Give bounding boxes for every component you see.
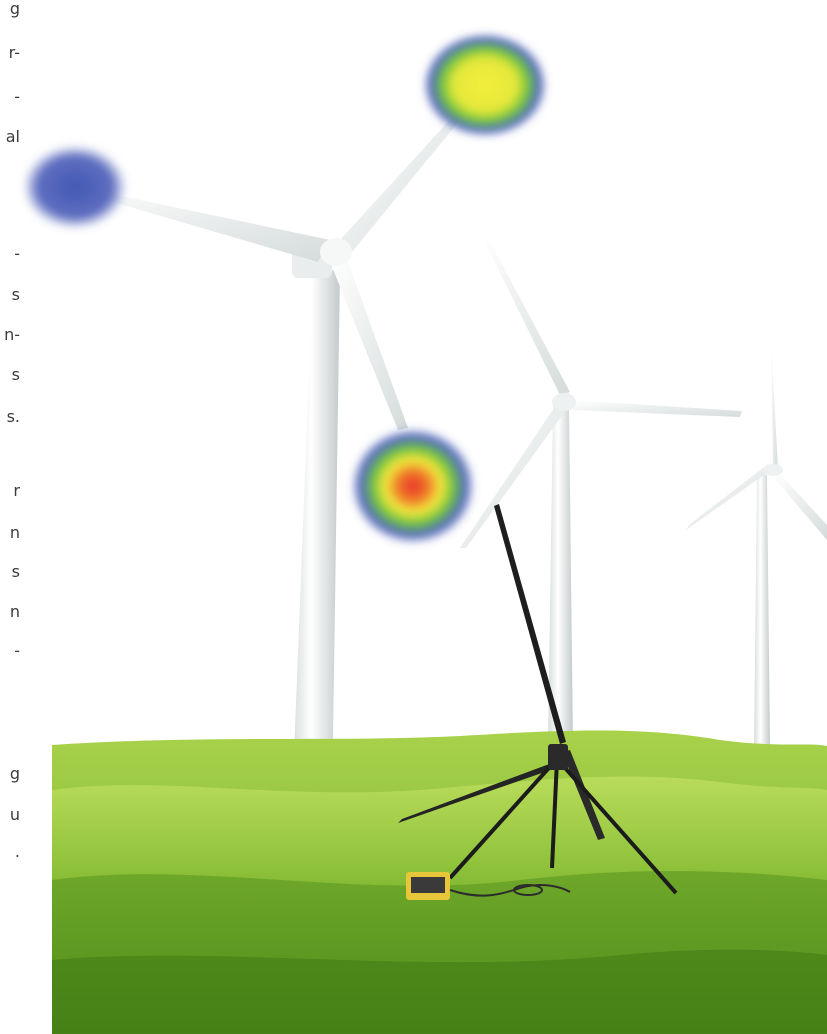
wind-turbine-icon [460, 236, 742, 745]
grass-field [52, 730, 827, 1034]
text-fragment: - [14, 244, 20, 263]
text-fragment: n [9, 523, 20, 542]
text-fragment: r- [8, 43, 20, 62]
text-fragment: g [9, 764, 20, 783]
text-fragment: - [14, 87, 20, 106]
text-fragment: - [14, 641, 20, 660]
heat-spot-left-blade-tip [23, 145, 127, 229]
text-fragment: s [11, 285, 20, 304]
text-fragment: s. [6, 407, 20, 426]
text-fragment: r [13, 481, 20, 500]
heat-spot-lower-blade [351, 428, 475, 544]
text-fragment: g [9, 0, 20, 18]
tripod-icon [448, 744, 678, 895]
text-fragment: s [11, 562, 20, 581]
data-recorder-icon [406, 872, 571, 900]
text-fragment: al [5, 127, 20, 146]
text-fragment: u [9, 805, 20, 824]
heat-spot-top-blade-tip [423, 33, 547, 137]
text-fragment: s [11, 365, 20, 384]
text-fragment: n- [4, 325, 20, 344]
wind-turbine-icon [60, 78, 488, 805]
text-fragment: . [14, 842, 20, 861]
acoustic-camera-icon [398, 504, 605, 840]
wind-turbine-icon [686, 340, 827, 748]
text-fragment: n [9, 602, 20, 621]
